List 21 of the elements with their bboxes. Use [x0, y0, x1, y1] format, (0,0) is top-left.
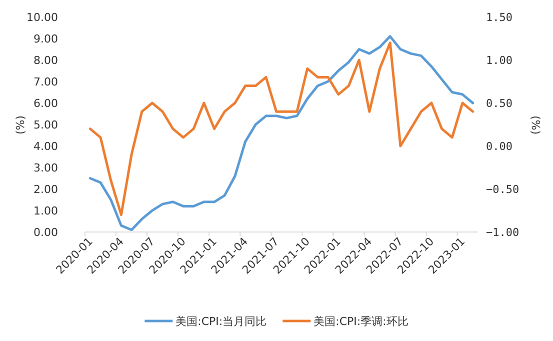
legend-label: 美国:CPI:当月同比: [176, 315, 267, 328]
y-tick-label: 9.00: [34, 32, 58, 46]
y2-tick-label: 0.00: [486, 140, 512, 153]
y-tick-label: 10.00: [26, 11, 58, 24]
y2-tick-label: 1.00: [486, 54, 512, 67]
y2-axis-title: (%): [529, 115, 542, 135]
y-tick-label: 2.00: [34, 183, 58, 196]
y2-tick-label: 0.50: [486, 97, 512, 110]
y-tick-label: 3.00: [34, 162, 58, 174]
y-tick-label: 1.00: [34, 204, 58, 218]
y-axis-title: (%): [14, 115, 27, 135]
legend-label: 美国:CPI:季调:环比: [314, 315, 408, 328]
y2-tick-label: −0.50: [486, 183, 520, 196]
y-tick-label: 5.00: [34, 118, 58, 132]
y-tick-label: 6.00: [34, 97, 58, 110]
y-tick-label: 0.00: [34, 226, 58, 239]
y-tick-label: 8.00: [34, 54, 58, 67]
y2-tick-label: 1.50: [486, 11, 512, 24]
y-tick-label: 7.00: [34, 76, 58, 88]
y-tick-label: 4.00: [34, 140, 58, 153]
y2-tick-label: −1.00: [486, 226, 520, 239]
